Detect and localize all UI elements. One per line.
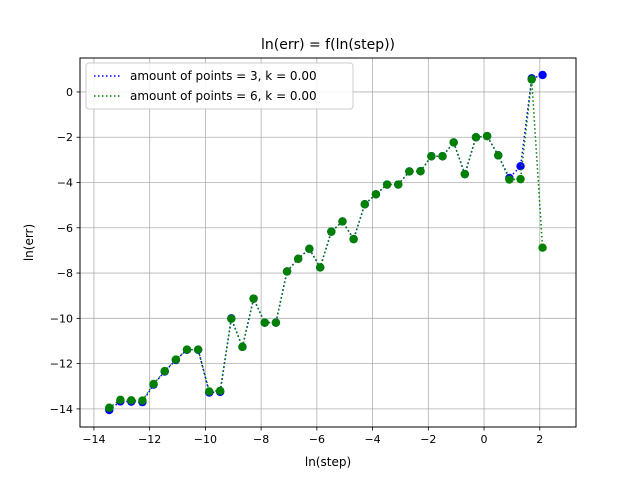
data-point bbox=[516, 174, 525, 184]
series-2 bbox=[105, 75, 547, 412]
data-point bbox=[249, 294, 258, 303]
x-axis-label: ln(step) bbox=[305, 455, 351, 469]
data-point bbox=[449, 138, 458, 147]
data-point bbox=[505, 175, 514, 184]
data-point bbox=[182, 345, 192, 354]
data-point bbox=[227, 314, 236, 323]
plot-frame bbox=[79, 57, 577, 428]
legend-entry: amount of points = 6, k = 0.00 bbox=[130, 89, 317, 103]
x-tick-label: 0 bbox=[481, 433, 488, 446]
x-tick-label: −12 bbox=[138, 433, 161, 446]
data-point bbox=[205, 387, 214, 396]
legend-box bbox=[85, 62, 354, 110]
data-point bbox=[138, 396, 147, 405]
y-tick-label: −6 bbox=[57, 222, 73, 235]
data-point bbox=[482, 131, 492, 141]
y-tick-label: −2 bbox=[57, 131, 73, 144]
data-point bbox=[538, 70, 547, 80]
data-point bbox=[394, 180, 403, 189]
legend-entry: amount of points = 3, k = 0.00 bbox=[130, 69, 317, 83]
x-tick-label: −14 bbox=[82, 433, 105, 446]
data-point bbox=[438, 152, 447, 161]
x-tick-label: −8 bbox=[253, 433, 269, 446]
data-point bbox=[349, 234, 358, 244]
y-tick-label: −8 bbox=[57, 267, 73, 280]
x-tick-label: −4 bbox=[364, 433, 380, 446]
data-point bbox=[305, 244, 314, 254]
y-tick-label: 0 bbox=[66, 86, 73, 99]
data-point bbox=[116, 395, 125, 405]
chart-title: ln(err) = f(ln(step)) bbox=[261, 37, 395, 53]
legend: amount of points = 3, k = 0.00 amount of … bbox=[85, 62, 354, 110]
plot-area bbox=[105, 70, 547, 415]
data-point bbox=[271, 318, 281, 327]
x-tick-label: −2 bbox=[420, 433, 436, 446]
data-point bbox=[538, 243, 547, 252]
grid bbox=[80, 58, 576, 427]
y-axis-label: ln(err) bbox=[22, 224, 36, 261]
data-point bbox=[282, 267, 292, 276]
x-tick-label: −6 bbox=[309, 433, 325, 446]
data-point bbox=[371, 190, 381, 199]
y-tick-label: −10 bbox=[50, 312, 73, 325]
data-point bbox=[360, 200, 369, 209]
data-point bbox=[427, 152, 436, 161]
series-line bbox=[108, 79, 544, 409]
y-tick-label: −14 bbox=[50, 403, 73, 416]
y-tick-label: −12 bbox=[50, 358, 73, 371]
axes: −14 −12 −10 −8 −6 −4 −2 0 2 −14 −12 −10 −8 −6 −4 −2 0 bbox=[50, 86, 543, 446]
data-point bbox=[471, 133, 481, 142]
data-point bbox=[516, 162, 525, 171]
y-tick-label: −4 bbox=[57, 177, 73, 190]
data-point bbox=[527, 75, 536, 84]
x-tick-label: 2 bbox=[536, 433, 543, 446]
data-point bbox=[327, 227, 336, 236]
data-point bbox=[193, 345, 203, 354]
data-point bbox=[149, 379, 158, 389]
x-tick-label: −10 bbox=[194, 433, 217, 446]
